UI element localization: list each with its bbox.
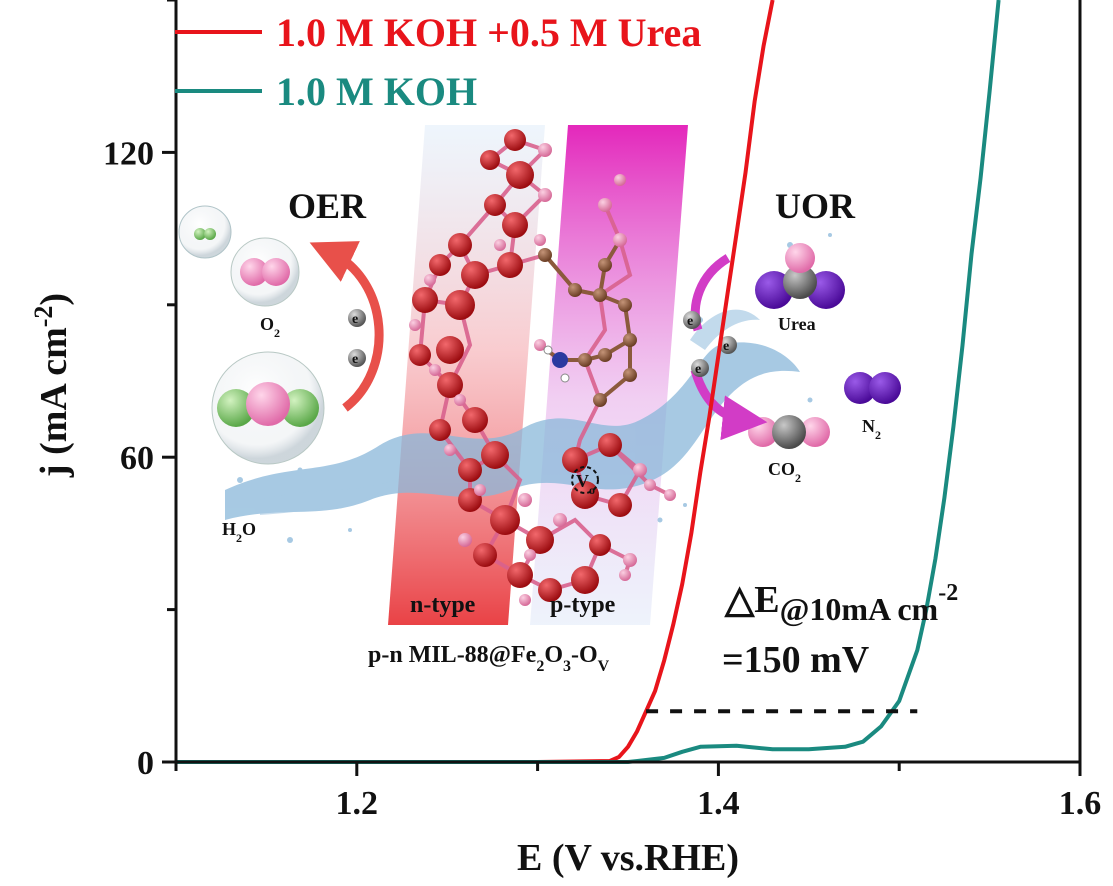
o2-label: O2 — [260, 314, 280, 340]
water-splash — [225, 233, 832, 543]
mechanism-illustration: OER UOR O2 H2O Urea CO2 N2 Vo e e e e e … — [178, 125, 901, 675]
uor-label: UOR — [775, 186, 856, 226]
series-layer — [176, 0, 1001, 764]
series-line-1 — [176, 0, 1001, 764]
n2-label: N2 — [862, 416, 881, 442]
legend-label-urea: 1.0 M KOH +0.5 M Urea — [276, 10, 701, 55]
electron-uor-3: e — [695, 362, 701, 377]
x-axis-title: E (V vs.RHE) — [517, 837, 739, 879]
n2-molecule — [844, 372, 901, 404]
electron-oer-1: e — [352, 312, 358, 327]
h2o-label: H2O — [222, 519, 256, 545]
h2o-bubble — [211, 351, 325, 465]
electron-uor-2: e — [723, 339, 729, 354]
x-tick-label: 1.6 — [1059, 785, 1102, 822]
h2-bubble — [178, 205, 232, 259]
legend-label-koh: 1.0 M KOH — [276, 69, 477, 114]
urea-label: Urea — [778, 314, 816, 334]
p-type-label: p-type — [550, 592, 616, 618]
n-type-band — [388, 125, 545, 625]
y-tick-label: 0 — [137, 745, 154, 782]
electron-oer-2: e — [352, 352, 358, 367]
y-tick-label: 60 — [120, 440, 154, 477]
electrons-oer — [348, 309, 366, 367]
oxygen-vacancy — [571, 466, 599, 494]
electrons-uor — [683, 311, 737, 377]
tick-layer: 1.2 1.4 1.6 0 60 120 — [103, 0, 1101, 822]
x-tick-label: 1.2 — [336, 785, 379, 822]
uor-arrow — [690, 368, 768, 441]
n-type-label: n-type — [410, 592, 476, 618]
legend: 1.0 M KOH +0.5 M Urea 1.0 M KOH — [175, 10, 701, 114]
p-type-band — [530, 125, 688, 625]
vo-label: Vo — [576, 471, 595, 497]
electron-uor-1: e — [687, 314, 693, 329]
co2-label: CO2 — [768, 459, 801, 485]
co2-molecule — [748, 415, 830, 449]
mof-structure — [409, 129, 676, 606]
delta-e-label: △E@10mA cm-2 — [724, 579, 958, 627]
y-tick-label: 120 — [103, 135, 154, 172]
urea-molecule — [755, 243, 845, 309]
series-line-0 — [176, 0, 775, 764]
y-axis-title: j (mA cm-2) — [29, 293, 75, 478]
axes — [174, 0, 1082, 764]
delta-e-value: =150 mV — [722, 639, 870, 681]
x-tick-label: 1.4 — [697, 785, 740, 822]
oer-label: OER — [288, 186, 367, 226]
material-label: p-n MIL-88@Fe2O3-OV — [368, 642, 610, 675]
o2-bubble — [230, 237, 300, 307]
oer-arrow — [309, 241, 384, 412]
